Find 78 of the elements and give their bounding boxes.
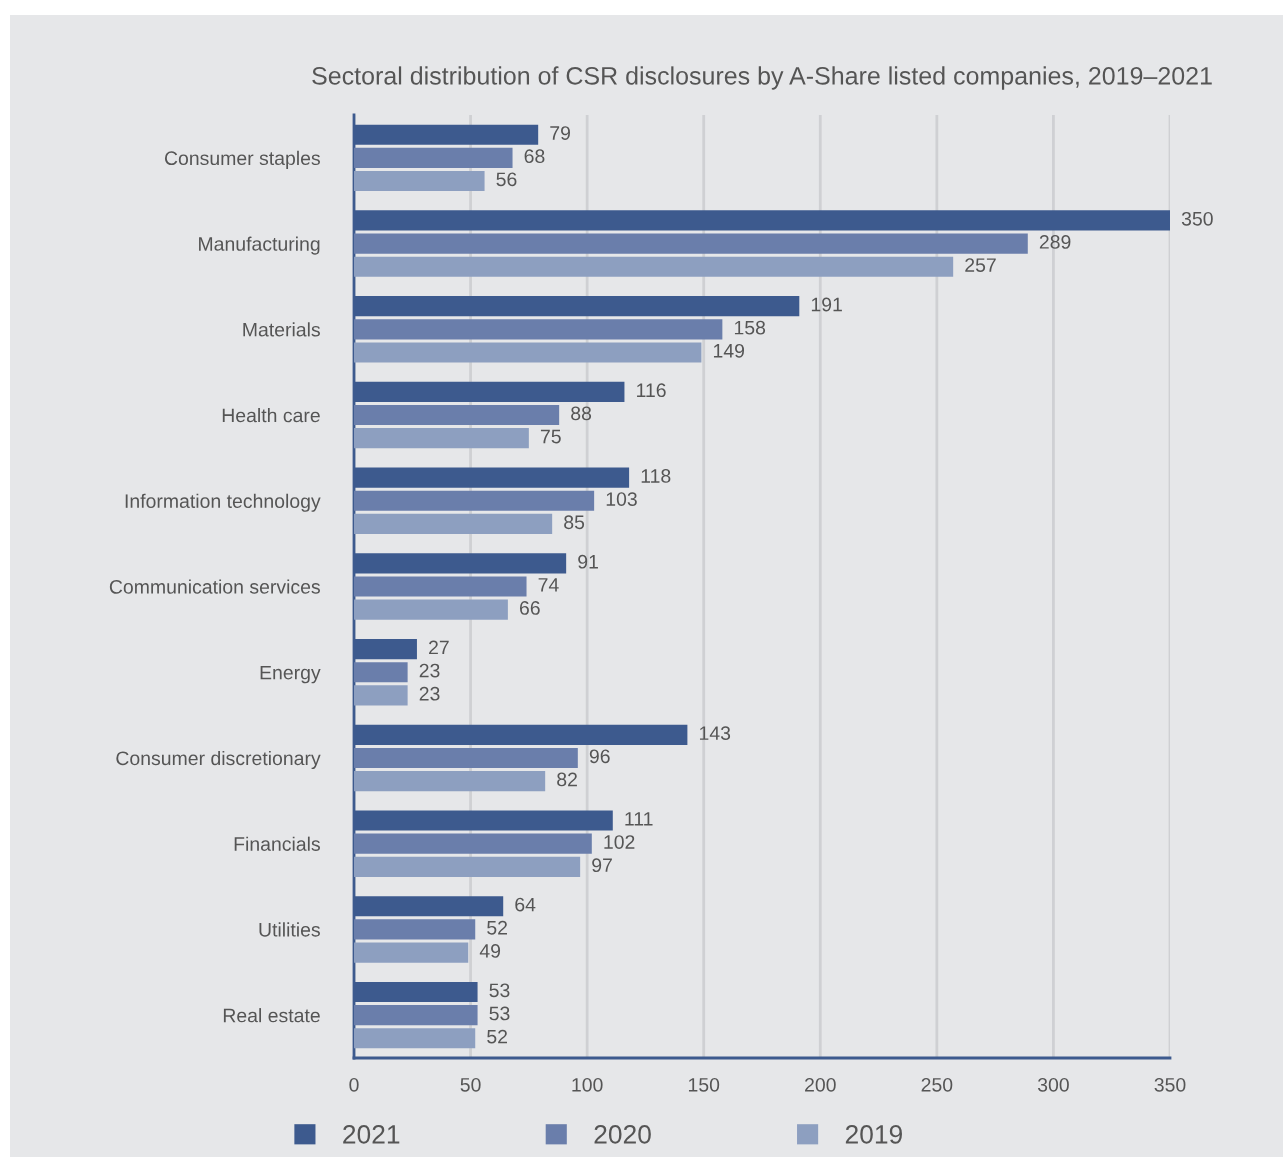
bar [354, 919, 476, 940]
x-tick-label: 300 [1037, 1077, 1069, 1092]
bar [354, 856, 581, 877]
y-tick-label: Real estate [223, 1008, 320, 1023]
bar [354, 319, 723, 340]
data-label: 74 [538, 578, 559, 592]
data-label: 75 [540, 429, 561, 444]
bar [354, 576, 527, 597]
legend-label: 2019 [845, 1125, 902, 1144]
bar [354, 490, 595, 511]
data-label: 56 [496, 172, 517, 187]
data-label: 88 [571, 406, 592, 421]
y-tick-label: Consumer discretionary [116, 750, 321, 770]
bar [354, 771, 546, 792]
y-tick-label: Utilities [259, 922, 320, 937]
bar [354, 147, 513, 168]
data-label: 85 [564, 515, 585, 530]
data-label: 27 [429, 640, 449, 655]
data-label: 96 [589, 749, 610, 764]
data-label: 53 [489, 983, 510, 998]
y-tick-label: Manufacturing [199, 236, 320, 255]
x-tick-label: 350 [1154, 1077, 1186, 1092]
bar [354, 233, 1028, 254]
data-label: 79 [550, 126, 570, 140]
bar [354, 428, 529, 449]
x-tick-label: 150 [688, 1077, 720, 1092]
x-tick-label: 50 [460, 1077, 481, 1092]
data-label: 257 [965, 258, 996, 272]
bar [354, 256, 954, 277]
legend-label: 2021 [343, 1125, 400, 1144]
data-label: 23 [419, 663, 440, 678]
x-tick-label: 100 [572, 1077, 603, 1092]
bar [354, 513, 553, 534]
data-label: 23 [419, 686, 440, 701]
data-label: 149 [713, 343, 745, 358]
data-label: 64 [515, 897, 536, 912]
data-label: 82 [557, 772, 577, 787]
data-label: 350 [1181, 211, 1213, 226]
bar [354, 685, 408, 706]
data-label: 52 [487, 920, 507, 935]
y-tick-label: Materials [243, 322, 320, 337]
data-label: 191 [811, 297, 842, 312]
data-label: 66 [519, 601, 540, 615]
y-tick-label: Information technology [125, 493, 321, 512]
data-label: 102 [604, 835, 635, 849]
data-label: 111 [625, 812, 653, 826]
bar [354, 342, 702, 363]
chart-title: Sectoral distribution of CSR disclosures by A-Share listed companies, 2019–2021 [312, 66, 1212, 90]
bar [354, 942, 469, 963]
bar [354, 1005, 478, 1026]
bar [354, 833, 592, 854]
bar [354, 747, 578, 769]
data-label: 289 [1039, 235, 1071, 249]
data-label: 116 [637, 383, 666, 398]
x-tick-label: 200 [805, 1077, 836, 1092]
data-label: 53 [489, 1006, 510, 1021]
y-tick-label: Energy [260, 665, 321, 684]
y-tick-label: Consumer staples [164, 150, 320, 169]
data-label: 118 [641, 469, 671, 483]
bar [354, 662, 408, 683]
data-label: 143 [699, 726, 731, 741]
data-label: 91 [578, 554, 598, 569]
data-label: 103 [606, 492, 637, 506]
y-tick-label: Communication services [109, 579, 320, 594]
data-label: 52 [487, 1029, 507, 1044]
bar [354, 404, 560, 426]
data-label: 97 [592, 858, 612, 873]
bar [354, 599, 508, 620]
bar [354, 170, 485, 192]
y-tick-label: Financials [234, 836, 320, 851]
bar [354, 1028, 476, 1049]
legend-label: 2020 [594, 1125, 651, 1144]
data-label: 68 [524, 149, 545, 164]
x-tick-label: 250 [921, 1077, 953, 1092]
y-tick-label: Health care [222, 408, 320, 423]
data-label: 49 [479, 944, 501, 958]
x-tick-label: 0 [349, 1077, 359, 1092]
data-label: 158 [734, 320, 766, 335]
